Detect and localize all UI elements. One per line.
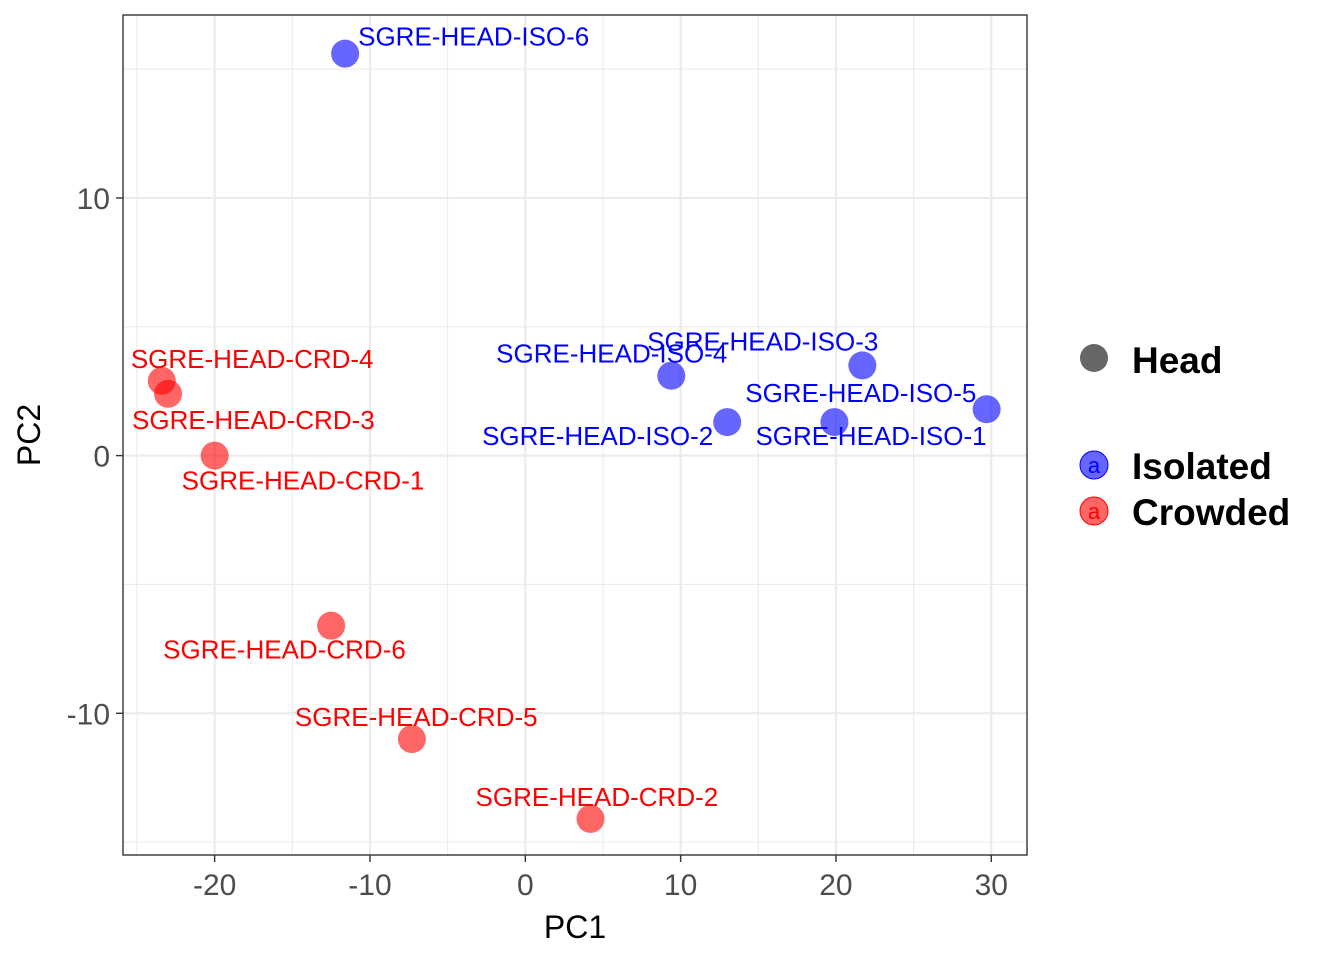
- data-point-sgre-head-crd-4: [147, 366, 176, 395]
- y-axis-title: PC2: [11, 404, 47, 466]
- legend-isolated-key-letter: a: [1088, 453, 1101, 478]
- legend-isolated-key: [1079, 450, 1109, 480]
- data-point-sgre-head-iso-1: [972, 395, 1001, 424]
- data-point-sgre-head-crd-2: [576, 804, 605, 833]
- point-label-sgre-head-iso-2: SGRE-HEAD-ISO-2: [482, 421, 713, 451]
- x-axis-title: PC1: [544, 909, 606, 945]
- data-point-sgre-head-iso-6: [331, 39, 360, 68]
- point-label-sgre-head-crd-6: SGRE-HEAD-CRD-6: [163, 635, 406, 665]
- point-label-sgre-head-crd-4: SGRE-HEAD-CRD-4: [131, 344, 374, 374]
- x-tick-label: 0: [517, 869, 534, 902]
- x-tick-label: 30: [975, 869, 1008, 902]
- legend-crowded-key-letter: a: [1088, 499, 1101, 524]
- x-tick-label: -10: [348, 869, 391, 902]
- legend: Head a Isolated a Crowded: [1079, 340, 1290, 533]
- data-point-sgre-head-crd-1: [200, 441, 229, 470]
- point-label-sgre-head-crd-5: SGRE-HEAD-CRD-5: [295, 702, 538, 732]
- y-tick-label: 10: [77, 183, 110, 216]
- point-label-sgre-head-iso-5: SGRE-HEAD-ISO-5: [745, 378, 976, 408]
- legend-head-label: Head: [1132, 340, 1222, 381]
- data-point-sgre-head-crd-5: [397, 725, 426, 754]
- legend-isolated-label: Isolated: [1132, 446, 1272, 487]
- point-label-sgre-head-iso-6: SGRE-HEAD-ISO-6: [358, 22, 589, 52]
- point-label-sgre-head-crd-1: SGRE-HEAD-CRD-1: [182, 466, 425, 496]
- x-tick-label: -20: [193, 869, 236, 902]
- legend-crowded-label: Crowded: [1132, 492, 1290, 533]
- data-point-sgre-head-iso-5: [820, 408, 849, 437]
- point-labels: SGRE-HEAD-ISO-1 SGRE-HEAD-ISO-2 SGRE-HEAD-…: [131, 22, 987, 812]
- legend-crowded-key: [1079, 496, 1109, 526]
- data-point-sgre-head-crd-6: [317, 611, 346, 640]
- point-label-sgre-head-crd-3: SGRE-HEAD-CRD-3: [132, 405, 375, 435]
- data-point-sgre-head-iso-4: [657, 361, 686, 390]
- point-label-sgre-head-iso-3: SGRE-HEAD-ISO-3: [647, 326, 878, 356]
- data-point-sgre-head-iso-2: [713, 408, 742, 437]
- data-point-sgre-head-iso-3: [848, 351, 877, 380]
- y-tick-label: -10: [67, 698, 110, 731]
- panel-border: [122, 14, 1028, 856]
- data-points: [147, 39, 1001, 833]
- legend-head-key: [1080, 344, 1108, 372]
- x-tick-label: 20: [819, 869, 852, 902]
- x-tick-label: 10: [664, 869, 697, 902]
- axes: -20 -10 0 10 20 30 -10 0 10: [67, 183, 1008, 902]
- point-label-sgre-head-crd-2: SGRE-HEAD-CRD-2: [476, 782, 719, 812]
- point-label-sgre-head-iso-1: SGRE-HEAD-ISO-1: [755, 421, 986, 451]
- y-tick-label: 0: [93, 441, 110, 474]
- point-label-sgre-head-iso-4: SGRE-HEAD-ISO-4: [496, 339, 727, 369]
- panel-background: [123, 15, 1027, 855]
